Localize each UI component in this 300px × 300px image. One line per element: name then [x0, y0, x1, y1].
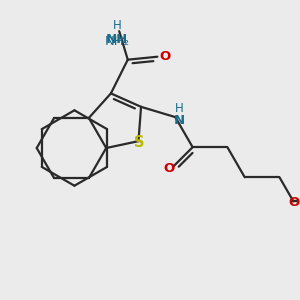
Text: O: O	[160, 50, 171, 63]
Text: S: S	[134, 135, 145, 150]
Text: H: H	[113, 19, 122, 32]
Text: NH₂: NH₂	[105, 35, 130, 48]
Text: H: H	[175, 102, 184, 115]
Text: NH: NH	[106, 33, 128, 46]
Text: O: O	[164, 162, 175, 175]
Text: O: O	[289, 196, 300, 209]
Text: N: N	[174, 114, 185, 127]
